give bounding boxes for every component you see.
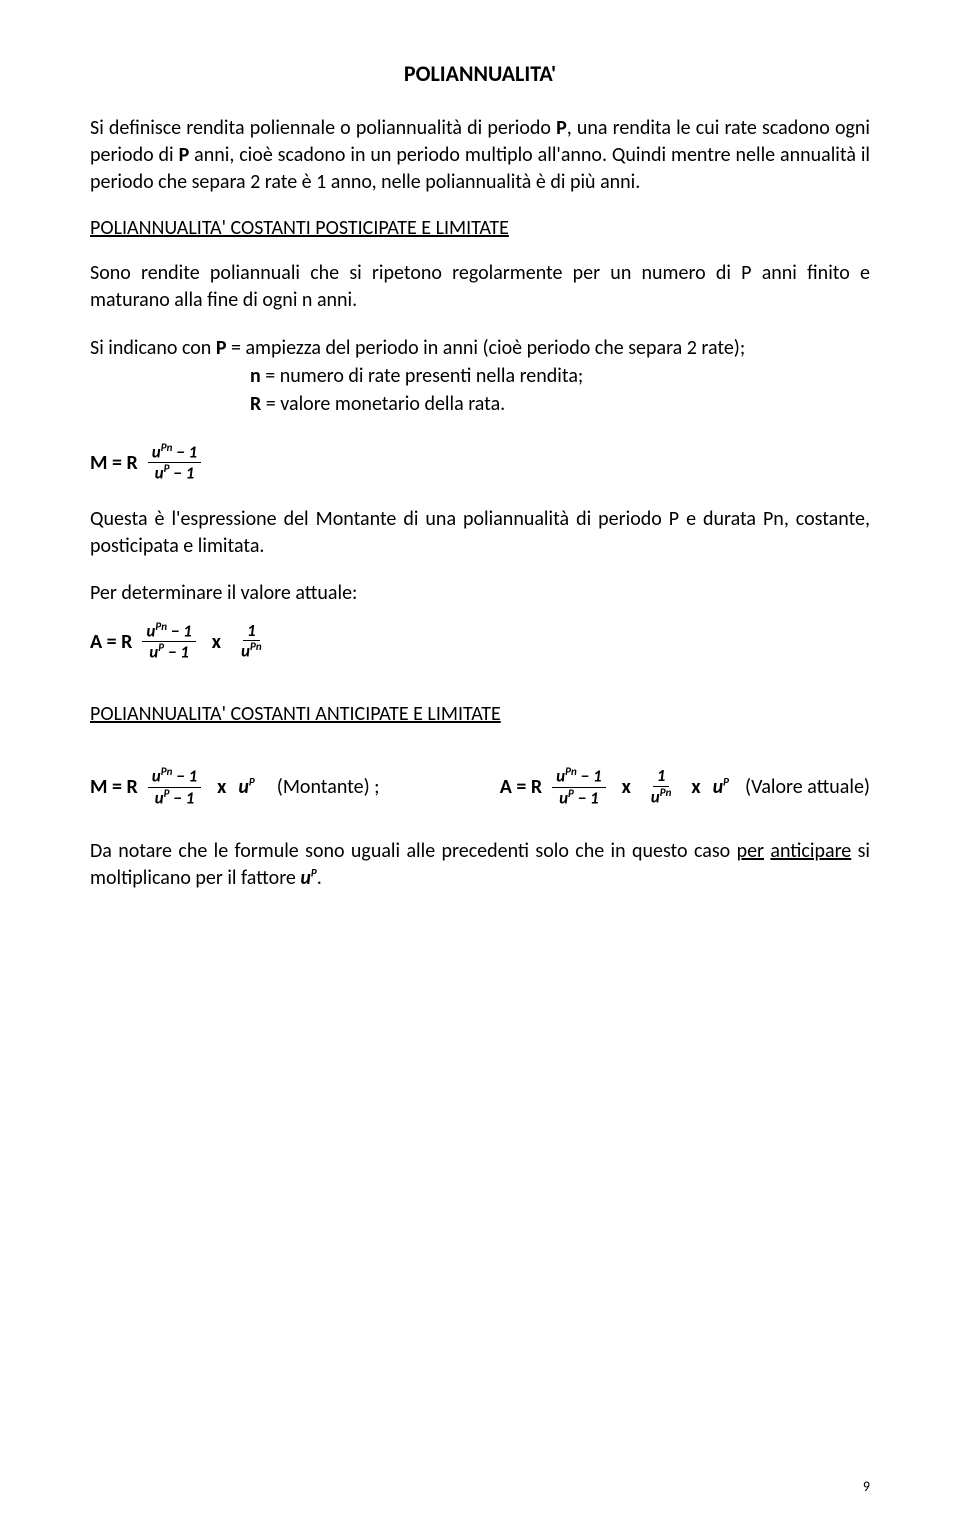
fd1t: − 1 xyxy=(169,463,194,484)
f2ds: Pn xyxy=(250,640,262,653)
fn1: u xyxy=(152,442,161,463)
f2ds2: Pn xyxy=(660,786,672,799)
frac-main-2: uPn − 1 uP − 1 xyxy=(142,621,195,663)
def2-post: = numero di rate presenti nella rendita; xyxy=(261,364,584,388)
fd4t: − 1 xyxy=(574,787,599,808)
p1-P: P xyxy=(556,116,567,140)
uP2b: P xyxy=(723,776,729,789)
paragraph-5: Da notare che le formule sono uguali all… xyxy=(90,838,870,892)
frac-inv-1: 1 uPn xyxy=(237,622,266,662)
def3-R: R xyxy=(250,392,261,416)
frac-main-1: uPn − 1 uP − 1 xyxy=(148,442,201,484)
f2d: u xyxy=(241,641,250,662)
formula-M: M = R uPn − 1 uP − 1 xyxy=(90,442,870,484)
x1: x xyxy=(206,630,227,654)
paragraph-2: Sono rendite poliannuali che si ripetono… xyxy=(90,260,870,314)
M2-label: M = R xyxy=(90,775,138,799)
valore-label: (Valore attuale) xyxy=(735,775,870,799)
fn4s: Pn xyxy=(565,765,577,778)
def1-pre: Si indicano con xyxy=(90,336,216,360)
fd4: u xyxy=(559,787,568,808)
def2-n: n xyxy=(250,364,261,388)
x3: x xyxy=(616,775,637,799)
A2-label: A = R xyxy=(500,775,542,799)
uP-2: uP xyxy=(713,775,729,799)
M-label: M = R xyxy=(90,451,138,475)
f2d2: u xyxy=(651,787,660,808)
montante-label: (Montante) ; xyxy=(261,775,380,799)
def3-post: = valore monetario della rata. xyxy=(261,392,505,416)
frac-main-3: uPn − 1 uP − 1 xyxy=(148,766,201,808)
frac-inv-2: 1 uPn xyxy=(647,767,676,807)
subheading-posticipate: POLIANNUALITA' COSTANTI POSTICIPATE E LI… xyxy=(90,216,870,240)
fd2: u xyxy=(149,642,158,663)
fn2t: − 1 xyxy=(167,620,192,641)
formula-A-anticipate: A = R uPn − 1 uP − 1 x 1 uPn x uP (Valor… xyxy=(500,766,870,808)
def1-post: = ampiezza del periodo in anni (cioè per… xyxy=(226,336,745,360)
definitions-block: Si indicano con P = ampiezza del periodo… xyxy=(90,334,870,418)
page-title: POLIANNUALITA' xyxy=(90,60,870,87)
p1-P2: P xyxy=(179,143,190,167)
uP1a: u xyxy=(238,775,249,799)
paragraph-3: Questa è l'espressione del Montante di u… xyxy=(90,506,870,560)
fn1t: − 1 xyxy=(172,442,197,463)
fn2s: Pn xyxy=(155,620,167,633)
subheading-anticipate: POLIANNUALITA' COSTANTI ANTICIPATE E LIM… xyxy=(90,702,870,726)
fn4: u xyxy=(556,766,565,787)
formula-A: A = R uPn − 1 uP − 1 x 1 uPn xyxy=(90,621,870,663)
fd2t: − 1 xyxy=(164,642,189,663)
p5c: . xyxy=(317,866,322,890)
uP-3: uP xyxy=(300,866,316,890)
formula-row-anticipate: M = R uPn − 1 uP − 1 x uP (Montante) ; A… xyxy=(90,766,870,808)
f2n: 1 xyxy=(243,622,260,642)
uP-1: uP xyxy=(238,775,254,799)
def1-P: P xyxy=(216,336,227,360)
def-line-2: n = numero di rate presenti nella rendit… xyxy=(90,362,870,390)
p1-c: anni, cioè scadono in un periodo multipl… xyxy=(90,143,870,194)
A-label: A = R xyxy=(90,630,132,654)
fd3t: − 1 xyxy=(169,787,194,808)
uP1b: P xyxy=(249,776,255,789)
def-line-3: R = valore monetario della rata. xyxy=(90,390,870,418)
f2n2: 1 xyxy=(653,767,670,787)
p5u1: per xyxy=(737,839,764,863)
fn2: u xyxy=(146,620,155,641)
p1-a: Si definisce rendita poliennale o polian… xyxy=(90,116,556,140)
paragraph-4: Per determinare il valore attuale: xyxy=(90,580,870,607)
formula-M-anticipate: M = R uPn − 1 uP − 1 x uP (Montante) ; xyxy=(90,766,380,808)
def-line-1: Si indicano con P = ampiezza del periodo… xyxy=(90,334,870,362)
frac-main-4: uPn − 1 uP − 1 xyxy=(552,766,605,808)
p5u2: anticipare xyxy=(770,839,851,863)
uP2a: u xyxy=(713,775,724,799)
fd3: u xyxy=(155,787,164,808)
p5a: Da notare che le formule sono uguali all… xyxy=(90,839,737,863)
fn3s: Pn xyxy=(161,765,173,778)
fn1s: Pn xyxy=(161,441,173,454)
x4: x xyxy=(685,775,706,799)
fn4t: − 1 xyxy=(577,766,602,787)
fn3t: − 1 xyxy=(172,766,197,787)
page-number: 9 xyxy=(863,1478,870,1495)
uP3a: u xyxy=(300,866,311,890)
fd1: u xyxy=(155,463,164,484)
fn3: u xyxy=(152,766,161,787)
x2: x xyxy=(211,775,232,799)
paragraph-intro: Si definisce rendita poliennale o polian… xyxy=(90,115,870,196)
